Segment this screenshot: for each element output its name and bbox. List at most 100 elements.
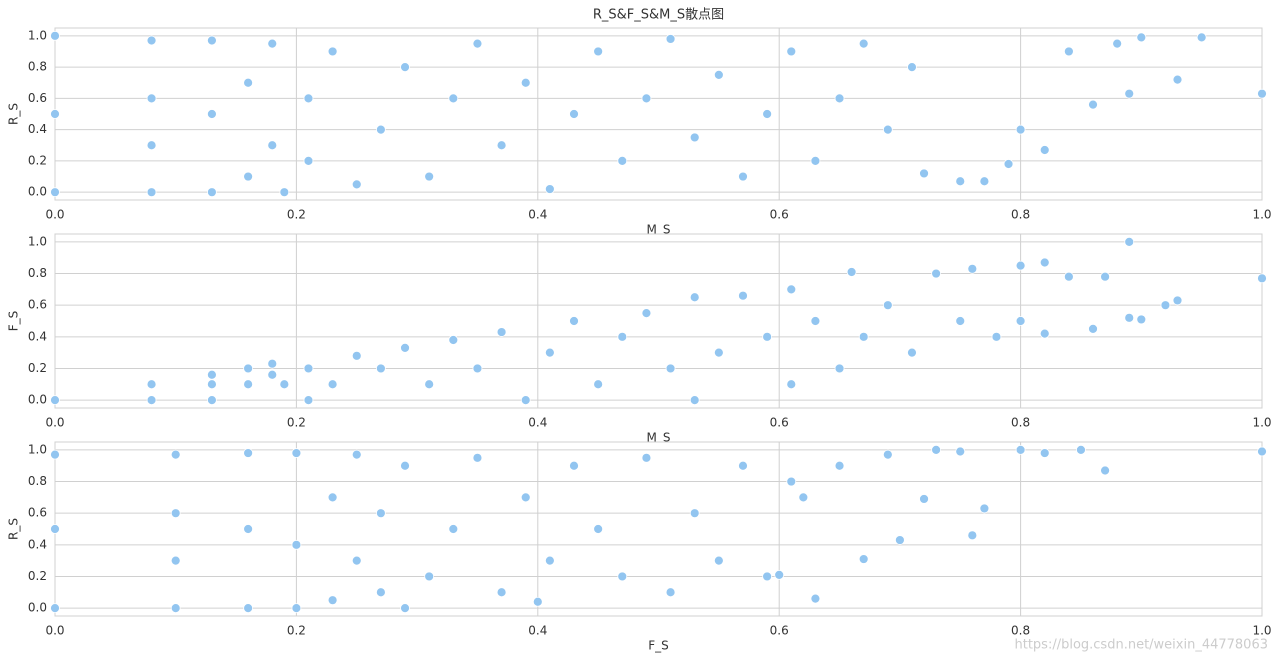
scatter-point: [689, 508, 700, 519]
y-tick-label: 0.4: [28, 537, 47, 551]
scatter-point: [520, 395, 531, 405]
x-tick-label: 0.4: [528, 416, 547, 430]
scatter-point: [665, 587, 676, 598]
scatter-point: [858, 554, 869, 564]
scatter-point: [1063, 271, 1074, 282]
x-axis-label: M_S: [647, 431, 671, 445]
x-tick-label: 0.8: [1011, 624, 1030, 638]
scatter-point: [267, 358, 278, 369]
scatter-point: [50, 395, 60, 405]
scatter-point: [532, 596, 543, 607]
x-tick-label: 0.8: [1011, 416, 1030, 430]
scatter-point: [1136, 32, 1147, 43]
scatter-point: [617, 571, 628, 582]
y-axis-label: F_S: [7, 311, 21, 332]
scatter-point: [375, 363, 386, 374]
y-tick-label: 0.0: [28, 393, 47, 407]
scatter-point: [327, 379, 338, 390]
y-tick-label: 1.0: [28, 442, 47, 456]
scatter-point: [544, 184, 555, 194]
scatter-point: [955, 176, 966, 187]
scatter-point: [1015, 445, 1026, 455]
scatter-point: [146, 395, 157, 405]
scatter-point: [593, 46, 604, 57]
x-tick-label: 0.0: [45, 208, 64, 222]
scatter-point: [1172, 295, 1183, 306]
y-tick-label: 0.0: [28, 185, 47, 199]
scatter-point: [641, 452, 652, 463]
scatter-point: [50, 603, 60, 613]
scatter-point: [1088, 324, 1098, 334]
scatter-point: [243, 363, 254, 374]
x-tick-label: 0.0: [45, 416, 64, 430]
scatter-point: [955, 316, 966, 326]
scatter-point: [846, 267, 857, 277]
scatter-point: [146, 35, 157, 46]
scatter-point: [375, 587, 386, 598]
scatter-point: [291, 603, 302, 613]
chart-title: R_S&F_S&M_S散点图: [593, 8, 724, 23]
scatter-point: [267, 140, 278, 151]
scatter-point: [170, 603, 181, 613]
scatter-point: [810, 593, 821, 604]
x-tick-label: 0.4: [528, 624, 547, 638]
y-tick-label: 0.8: [28, 474, 47, 488]
scatter-point: [279, 379, 290, 390]
scatter-point: [762, 109, 773, 119]
scatter-point: [146, 140, 157, 151]
scatter-point: [207, 109, 217, 119]
scatter-point: [786, 46, 797, 57]
y-axis-label: R_S: [7, 518, 21, 540]
scatter-point: [170, 555, 181, 566]
scatter-point: [351, 179, 362, 190]
scatter-point: [400, 62, 410, 72]
scatter-point: [291, 448, 302, 458]
scatter-point: [1124, 237, 1135, 247]
plot-frame: [54, 27, 1263, 201]
scatter-point: [424, 571, 435, 582]
scatter-point: [641, 93, 652, 104]
scatter-point: [496, 327, 507, 337]
x-tick-label: 0.2: [287, 624, 306, 638]
plot-frame: [54, 441, 1263, 617]
scatter-point: [400, 460, 410, 471]
scatter-point: [496, 587, 507, 598]
scatter-point: [375, 124, 386, 135]
scatter-point: [448, 524, 459, 534]
scatter-point: [279, 187, 290, 198]
y-tick-label: 1.0: [28, 28, 47, 42]
scatter-point: [593, 524, 604, 534]
x-axis-label: F_S: [648, 639, 669, 653]
scatter-point: [689, 132, 700, 143]
scatter-point: [834, 363, 845, 374]
y-tick-label: 0.8: [28, 266, 47, 280]
scatter-point: [243, 171, 254, 182]
scatter-point: [472, 452, 483, 463]
scatter-point: [472, 38, 483, 49]
x-tick-label: 0.6: [770, 208, 789, 222]
scatter-point: [400, 603, 410, 613]
scatter-point: [243, 448, 254, 458]
scatter-point: [569, 316, 579, 326]
scatter-point: [738, 460, 748, 471]
x-tick-label: 0.6: [770, 624, 789, 638]
scatter-point: [327, 595, 338, 606]
scatter-point: [1088, 99, 1098, 110]
scatter-point: [448, 93, 459, 104]
x-tick-label: 0.8: [1011, 208, 1030, 222]
scatter-point: [351, 350, 362, 361]
watermark: https://blog.csdn.net/weixin_44778063: [1014, 638, 1268, 653]
scatter-point: [882, 449, 893, 460]
x-axis-label: M_S: [647, 223, 671, 237]
scatter-point: [1257, 88, 1267, 99]
scatter-point: [1257, 273, 1267, 284]
scatter-point: [931, 445, 942, 455]
scatter-point: [146, 187, 157, 198]
scatter-point: [810, 156, 821, 166]
scatter-point: [979, 176, 990, 187]
scatter-point: [689, 292, 700, 303]
scatter-point: [207, 379, 217, 390]
scatter-point: [991, 331, 1002, 342]
scatter-point: [1063, 46, 1074, 57]
x-tick-label: 0.6: [770, 416, 789, 430]
